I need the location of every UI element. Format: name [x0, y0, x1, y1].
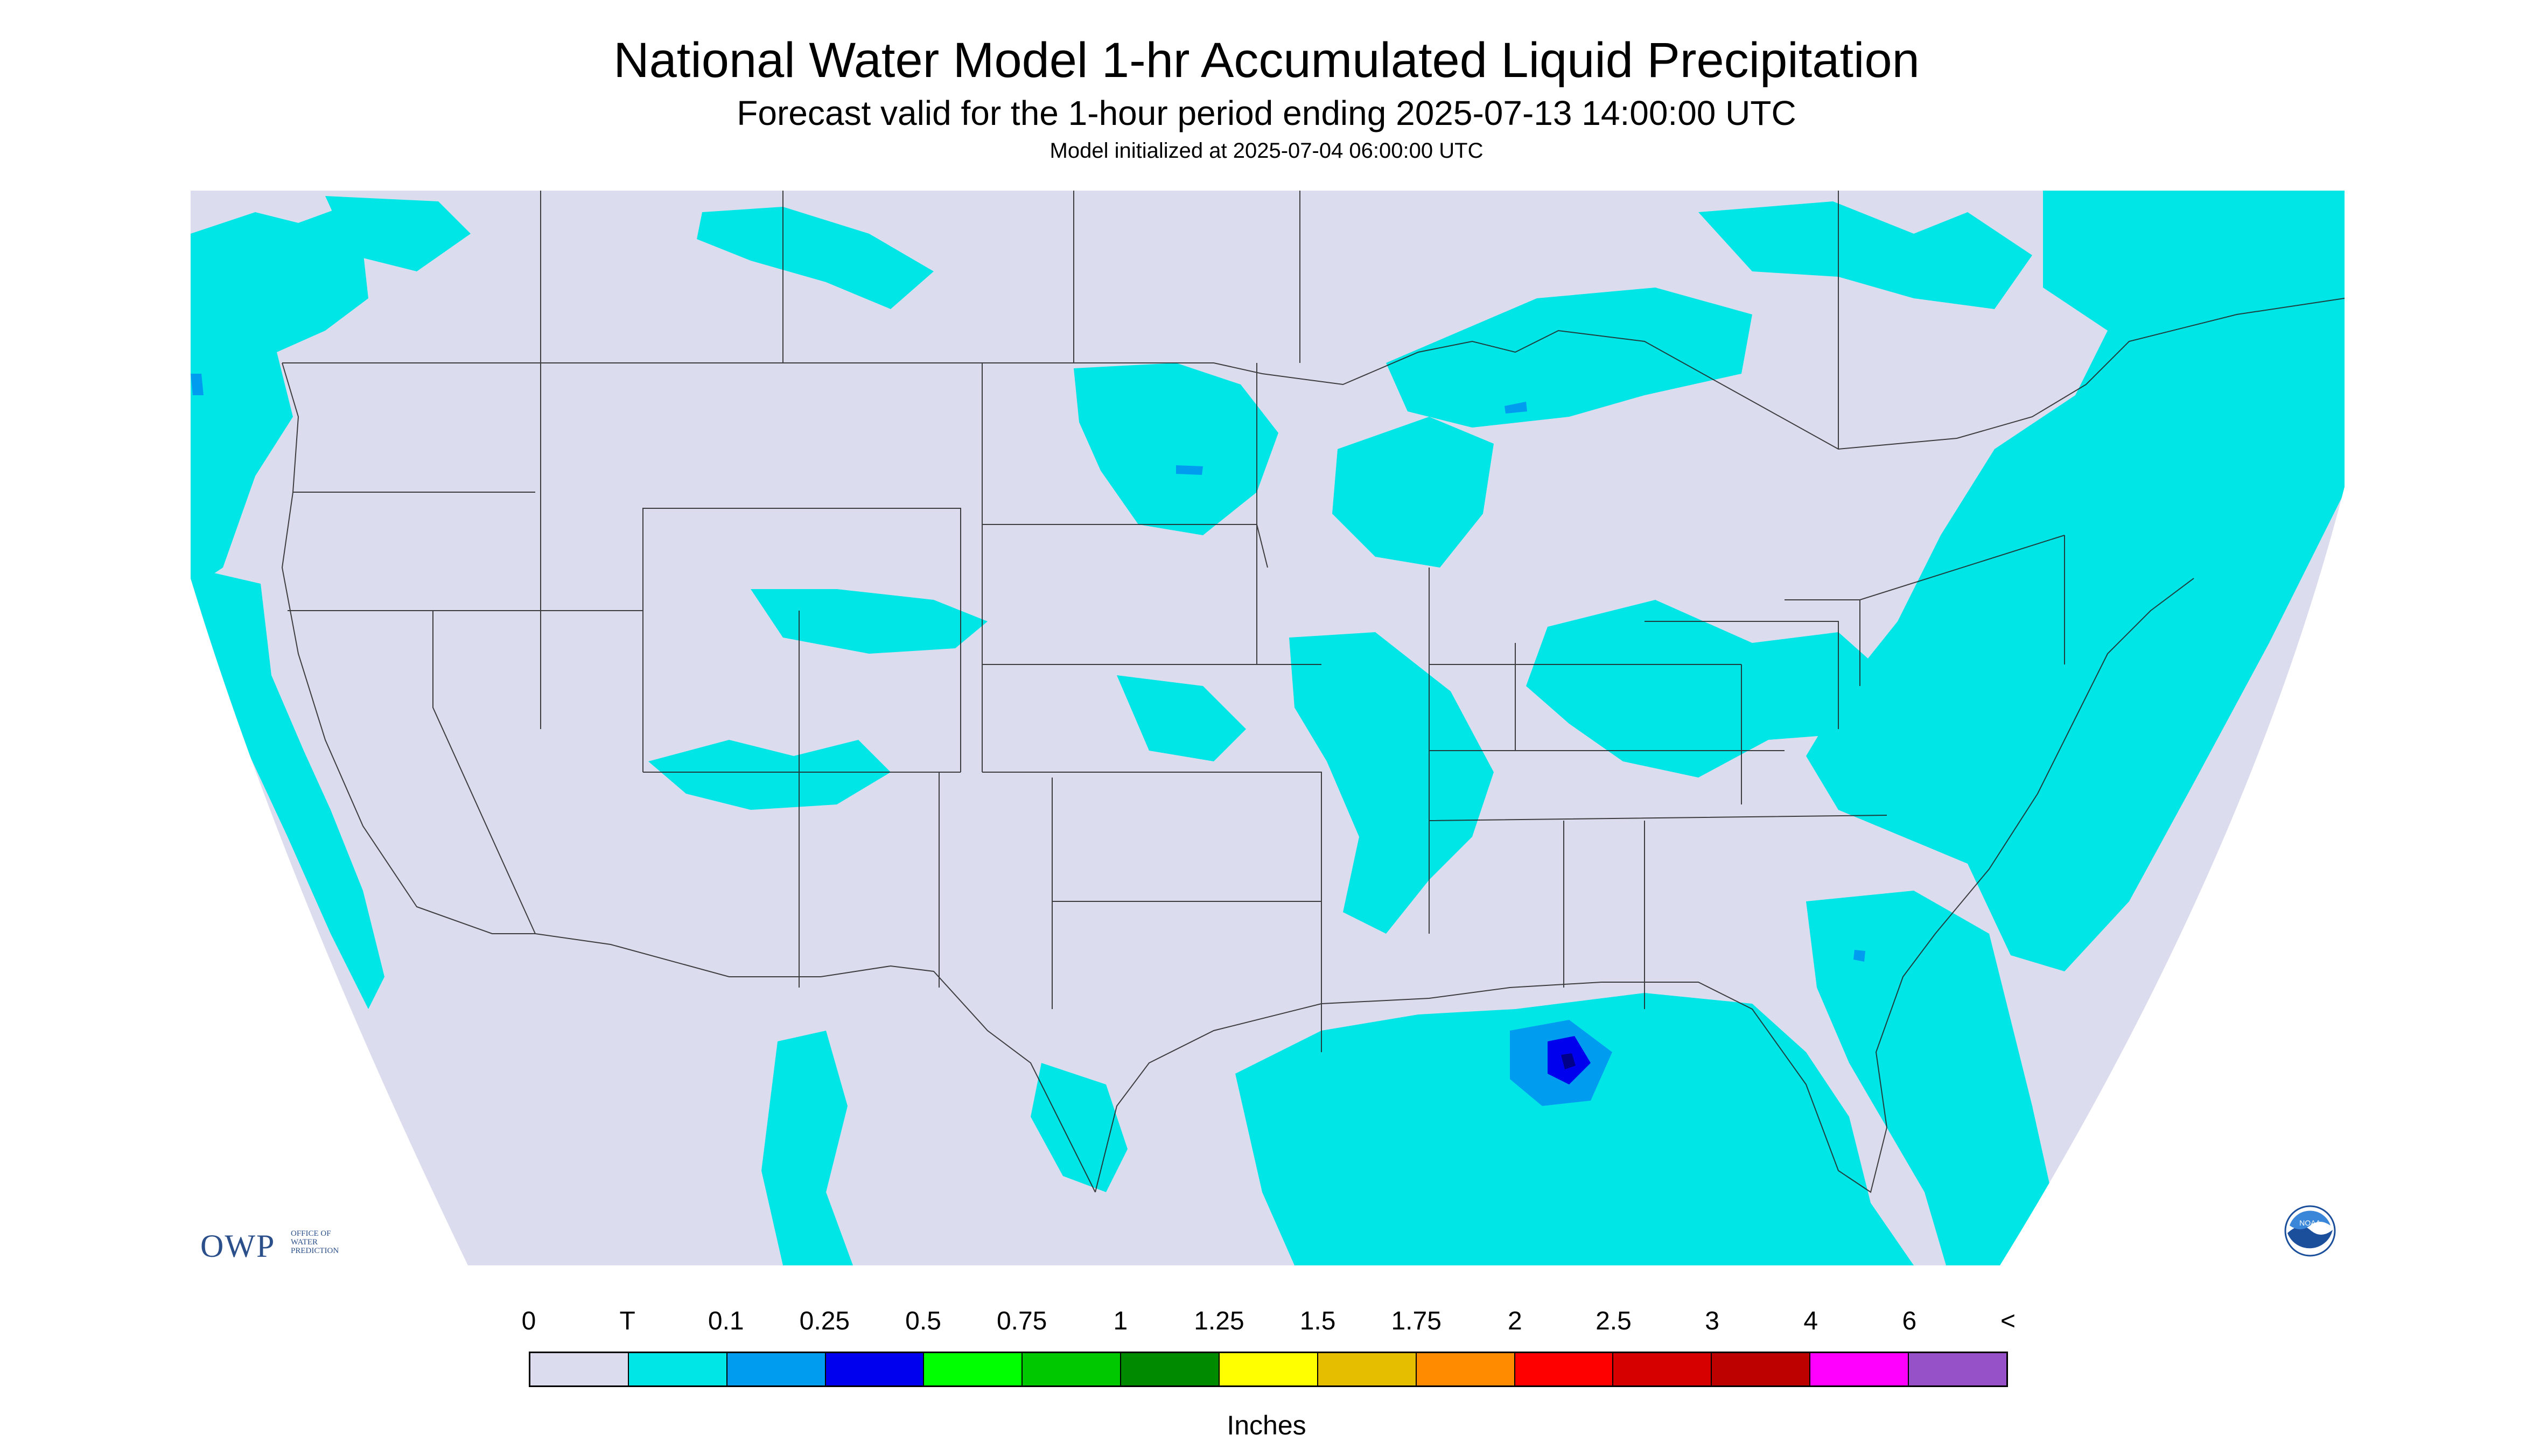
legend-color-swatch — [727, 1353, 826, 1385]
legend-color-swatch — [1220, 1353, 1318, 1385]
west-coastline — [281, 362, 535, 934]
legend-tick-label: 6 — [1902, 1307, 1917, 1335]
precip-area-mexico-west — [761, 1031, 853, 1265]
legend-color-swatch — [628, 1353, 727, 1385]
precip-core-great-lakes — [1505, 402, 1527, 414]
legend-tick-label: 1.25 — [1194, 1307, 1244, 1335]
owp-logo-subtext: OFFICE OF WATER PREDICTION — [291, 1229, 339, 1255]
precip-area-minnesota — [1332, 417, 1494, 568]
legend-color-swatch — [1416, 1353, 1515, 1385]
precip-area-northern-plains — [1074, 363, 1278, 535]
legend-tick-label: T — [619, 1307, 635, 1335]
precip-core-dakotas — [1176, 465, 1203, 475]
legend-tick-label: 4 — [1803, 1307, 1818, 1335]
precip-area-southeast-coast — [1806, 891, 2075, 1265]
legend-color-swatch — [1909, 1353, 2006, 1385]
precip-area-colorado-plains — [751, 589, 988, 654]
legend-color-swatch — [530, 1353, 629, 1385]
legend-tick-label: 1.75 — [1391, 1307, 1442, 1335]
precip-areas — [191, 191, 2345, 1265]
us-mexico-border — [535, 933, 1096, 1193]
state-lines — [288, 363, 2065, 1052]
legend-tick-label: 0 — [521, 1307, 536, 1335]
legend-tick-label: 3 — [1705, 1307, 1719, 1335]
legend-color-swatch — [1318, 1353, 1417, 1385]
legend-tick-label: 0.75 — [996, 1307, 1047, 1335]
precip-area-ontario-quebec — [1698, 201, 2032, 309]
map-title: National Water Model 1-hr Accumulated Li… — [613, 33, 1920, 88]
precipitation-map — [191, 191, 2345, 1265]
legend-tick-label: 0.1 — [708, 1307, 744, 1335]
noaa-logo: NOAA — [2284, 1205, 2336, 1257]
legend-color-swatch — [1121, 1353, 1220, 1385]
map-domain — [191, 191, 2345, 1265]
legend-units-label: Inches — [1227, 1410, 1306, 1440]
legend-color-swatch — [825, 1353, 925, 1385]
noaa-logo-text: NOAA — [2299, 1219, 2321, 1227]
legend-color-swatch — [1613, 1353, 1712, 1385]
legend-color-swatch — [924, 1353, 1023, 1385]
legend-color-swatch — [1515, 1353, 1614, 1385]
canada-provincial-lines — [540, 191, 1839, 449]
owp-logo-text: OWP — [200, 1228, 276, 1264]
precip-area-northeast — [1806, 191, 2345, 971]
precip-area-mid-mississippi — [1289, 632, 1494, 934]
legend-tick-labels: 0 T 0.1 0.25 0.5 0.75 1 1.25 1.5 1.75 2 2.5 3 4 6 < — [0, 1308, 2533, 1341]
legend-tick-label: < — [2000, 1307, 2016, 1335]
precip-area-texas-oklahoma — [1117, 675, 1246, 761]
precip-area-great-lakes — [1386, 288, 1752, 428]
legend-tick-label: 2.5 — [1596, 1307, 1632, 1335]
model-init-text: Model initialized at 2025-07-04 06:00:00… — [1049, 139, 1484, 163]
legend-tick-label: 1.5 — [1299, 1307, 1336, 1335]
precip-area-pacific-northwest — [191, 201, 368, 589]
legend-tick-label: 0.25 — [799, 1307, 850, 1335]
legend-tick-label: 0.5 — [905, 1307, 941, 1335]
precip-core-atlantic — [1853, 950, 1865, 962]
precip-core-gulf-heavy — [1561, 1053, 1576, 1069]
legend-color-bar — [529, 1352, 2008, 1387]
legend-color-swatch — [1810, 1353, 1909, 1385]
precip-core-washington — [191, 374, 204, 395]
legend-tick-label: 2 — [1507, 1307, 1522, 1335]
precip-area-gulf-of-mexico — [1235, 993, 1914, 1265]
valid-time-subtitle: Forecast valid for the 1-hour period end… — [737, 94, 1796, 132]
precip-area-montana-canada — [697, 207, 934, 309]
political-boundaries — [281, 191, 2345, 1193]
us-canada-border — [282, 298, 2345, 450]
precip-area-california-coast — [191, 568, 384, 1009]
legend-tick-label: 1 — [1113, 1307, 1128, 1335]
precip-area-northwest-canada — [325, 196, 471, 271]
legend-color-swatch — [1023, 1353, 1122, 1385]
gulf-coastline — [1095, 578, 2194, 1193]
precip-area-ohio-valley — [1526, 600, 1887, 778]
owp-logo: OWP OFFICE OF WATER PREDICTION — [200, 1228, 339, 1265]
legend-color-swatch — [1712, 1353, 1811, 1385]
precip-area-southwest-spots — [648, 740, 891, 810]
